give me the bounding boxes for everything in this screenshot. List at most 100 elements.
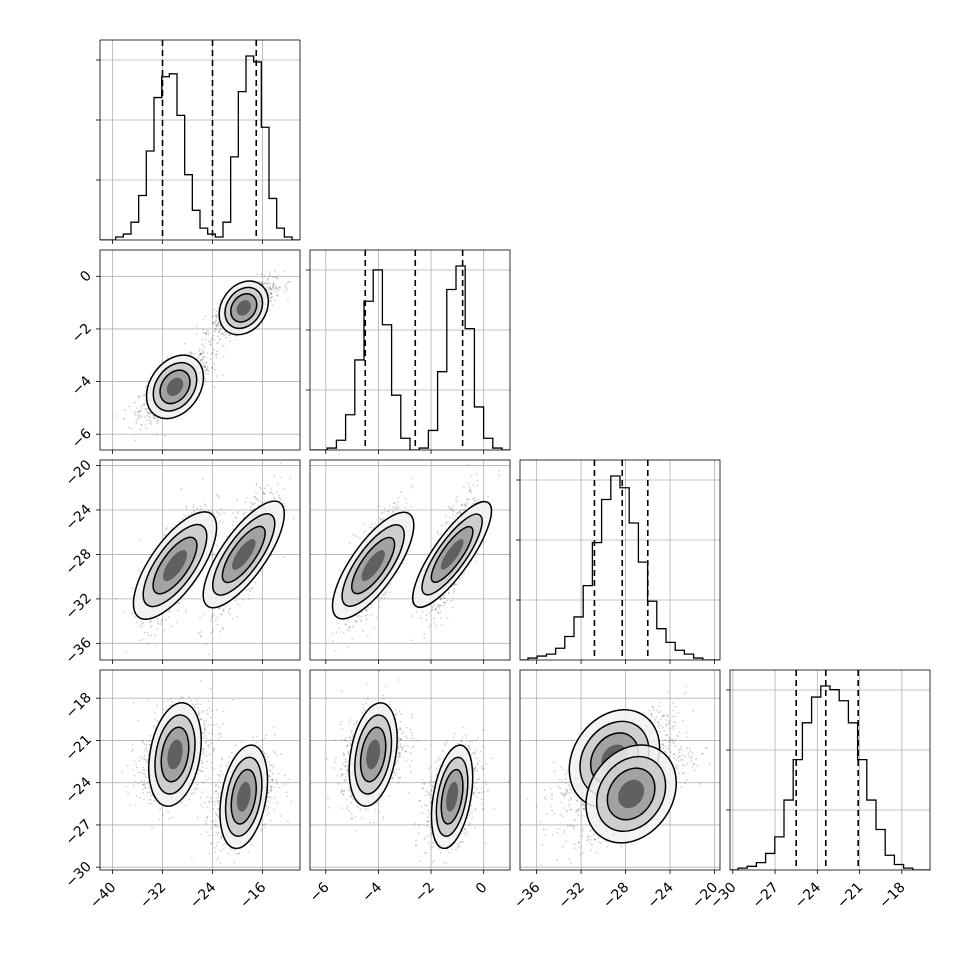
panel-2-1 xyxy=(309,459,511,664)
scatter-point xyxy=(200,634,202,637)
scatter-point xyxy=(216,350,219,353)
scatter-point xyxy=(138,395,141,398)
scatter-point xyxy=(217,341,220,344)
scatter-point xyxy=(380,596,383,599)
scatter-point xyxy=(266,282,269,285)
scatter-point xyxy=(159,623,162,625)
scatter-point xyxy=(252,503,255,506)
scatter-point xyxy=(271,295,273,298)
scatter-point xyxy=(454,583,457,586)
scatter-point xyxy=(395,506,398,509)
scatter-point xyxy=(344,623,347,626)
y-tick-label: −4 xyxy=(69,373,95,399)
scatter-point xyxy=(352,625,355,627)
scatter-point xyxy=(269,297,272,299)
scatter-point xyxy=(184,516,187,518)
scatter-point xyxy=(270,288,273,291)
scatter-point xyxy=(148,415,151,418)
scatter-point xyxy=(354,620,357,623)
scatter-point xyxy=(211,615,213,618)
scatter-point xyxy=(276,483,279,486)
scatter-point xyxy=(205,361,207,364)
scatter-point xyxy=(370,603,373,606)
scatter-point xyxy=(141,407,143,410)
scatter-point xyxy=(257,504,260,507)
panel-frame xyxy=(99,39,301,241)
scatter-point xyxy=(475,560,477,563)
scatter-point xyxy=(192,506,195,509)
scatter-point xyxy=(472,484,475,486)
scatter-point xyxy=(247,588,250,591)
scatter-point xyxy=(122,611,125,614)
scatter-point xyxy=(213,614,216,617)
scatter-point xyxy=(249,590,252,593)
scatter-point xyxy=(245,497,248,500)
scatter-point xyxy=(130,427,133,430)
scatter-point xyxy=(127,426,130,429)
scatter-point xyxy=(242,513,245,516)
scatter-point xyxy=(154,634,157,637)
scatter-point xyxy=(149,626,152,628)
scatter-point xyxy=(216,623,219,626)
scatter-point xyxy=(273,496,275,499)
scatter-point xyxy=(239,604,241,607)
scatter-point xyxy=(204,369,207,372)
scatter-point xyxy=(137,395,140,398)
scatter-point xyxy=(404,497,407,500)
scatter-point xyxy=(342,632,345,635)
scatter-point xyxy=(272,281,275,283)
scatter-point xyxy=(262,283,265,286)
scatter-point xyxy=(204,504,207,507)
scatter-point xyxy=(358,537,361,540)
scatter-point xyxy=(463,571,466,574)
scatter-point xyxy=(270,291,272,294)
scatter-point xyxy=(210,619,212,622)
scatter-point xyxy=(285,286,288,289)
scatter-point xyxy=(201,343,204,346)
scatter-point xyxy=(138,639,141,642)
scatter-point xyxy=(211,367,214,369)
scatter-point xyxy=(140,415,143,418)
scatter-point xyxy=(205,333,208,335)
scatter-point xyxy=(211,616,214,619)
scatter-point xyxy=(210,352,213,355)
scatter-point xyxy=(213,315,216,317)
scatter-point xyxy=(365,608,367,611)
scatter-point xyxy=(205,362,208,364)
panel-2-0: −36−32−28−24−20 xyxy=(63,457,301,667)
scatter-point xyxy=(227,611,230,614)
scatter-point xyxy=(270,293,273,295)
scatter-point xyxy=(338,569,341,572)
scatter-point xyxy=(265,288,268,291)
scatter-point xyxy=(143,403,146,406)
scatter-point xyxy=(270,299,272,302)
scatter-point xyxy=(134,414,137,417)
scatter-point xyxy=(214,368,216,371)
scatter-point xyxy=(262,492,265,495)
density-contour xyxy=(218,280,270,336)
scatter-point xyxy=(205,643,207,646)
scatter-point xyxy=(464,505,467,508)
scatter-point xyxy=(141,626,143,628)
scatter-point xyxy=(222,610,225,612)
scatter-point xyxy=(202,318,205,321)
scatter-point xyxy=(219,513,222,516)
scatter-point xyxy=(351,638,353,641)
scatter-point xyxy=(411,477,414,480)
scatter-point xyxy=(113,415,115,417)
scatter-point xyxy=(211,554,214,557)
scatter-point xyxy=(269,492,272,494)
scatter-point xyxy=(136,420,138,423)
scatter-point xyxy=(131,587,134,590)
scatter-point xyxy=(262,491,265,494)
scatter-point xyxy=(185,507,188,510)
scatter-point xyxy=(273,299,276,302)
scatter-point xyxy=(278,496,281,499)
scatter-point xyxy=(181,518,184,521)
scatter-point xyxy=(334,649,337,652)
scatter-point xyxy=(215,324,218,326)
scatter-point xyxy=(215,325,217,327)
scatter-point xyxy=(155,416,158,419)
scatter-point xyxy=(190,351,193,354)
scatter-point xyxy=(196,507,198,510)
